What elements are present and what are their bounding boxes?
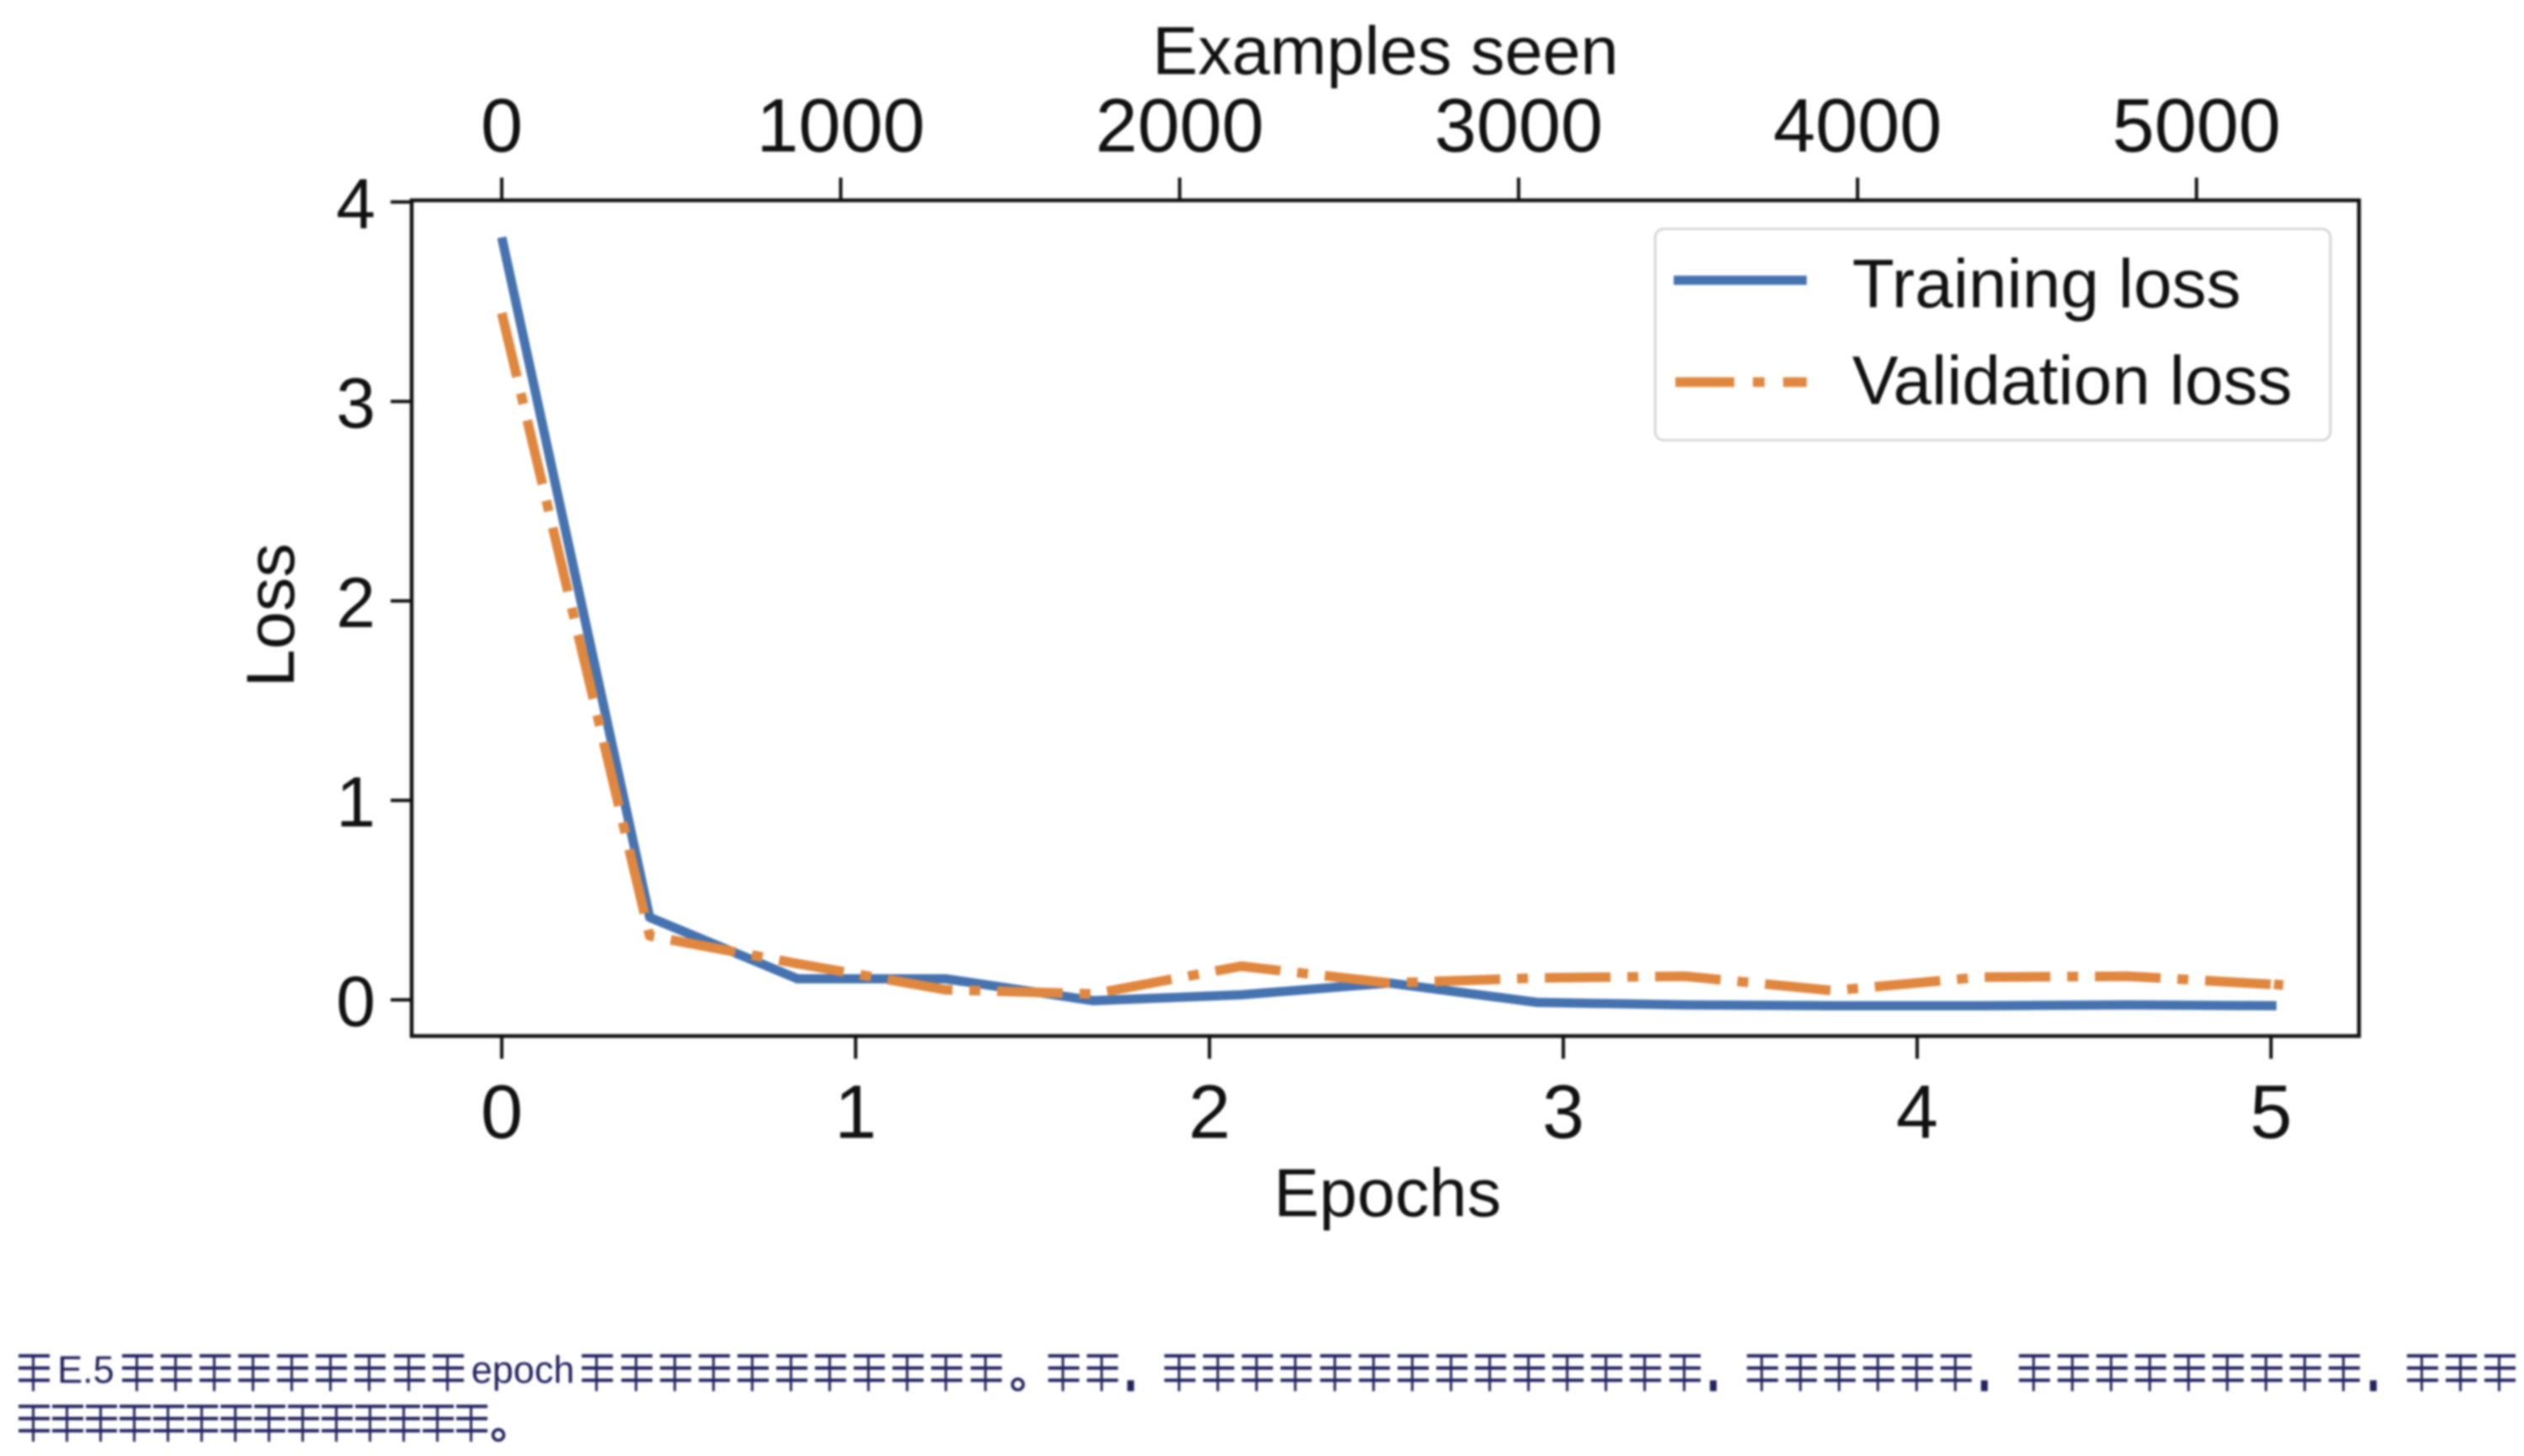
svg-text:4: 4 — [1896, 1071, 1938, 1155]
svg-text:0: 0 — [481, 84, 523, 168]
svg-text:Examples seen: Examples seen — [1153, 13, 1619, 89]
svg-text:Validation loss: Validation loss — [1852, 343, 2292, 419]
svg-text:Epochs: Epochs — [1274, 1156, 1501, 1231]
svg-text:Training loss: Training loss — [1852, 246, 2241, 322]
svg-text:3000: 3000 — [1435, 84, 1603, 168]
svg-text:5: 5 — [2250, 1071, 2292, 1155]
svg-text:2: 2 — [1189, 1071, 1231, 1155]
svg-text:0: 0 — [481, 1071, 523, 1155]
svg-text:3: 3 — [336, 364, 375, 443]
svg-text:1000: 1000 — [756, 84, 924, 168]
svg-text:0: 0 — [336, 962, 375, 1041]
svg-text:1: 1 — [336, 763, 375, 842]
svg-text:Loss: Loss — [233, 543, 309, 687]
svg-text:4000: 4000 — [1773, 84, 1941, 168]
svg-text:4: 4 — [336, 164, 375, 243]
svg-text:2000: 2000 — [1095, 84, 1264, 168]
svg-text:3: 3 — [1542, 1071, 1584, 1155]
svg-text:5000: 5000 — [2112, 84, 2281, 168]
svg-text:1: 1 — [834, 1071, 876, 1155]
svg-text:2: 2 — [336, 563, 375, 642]
